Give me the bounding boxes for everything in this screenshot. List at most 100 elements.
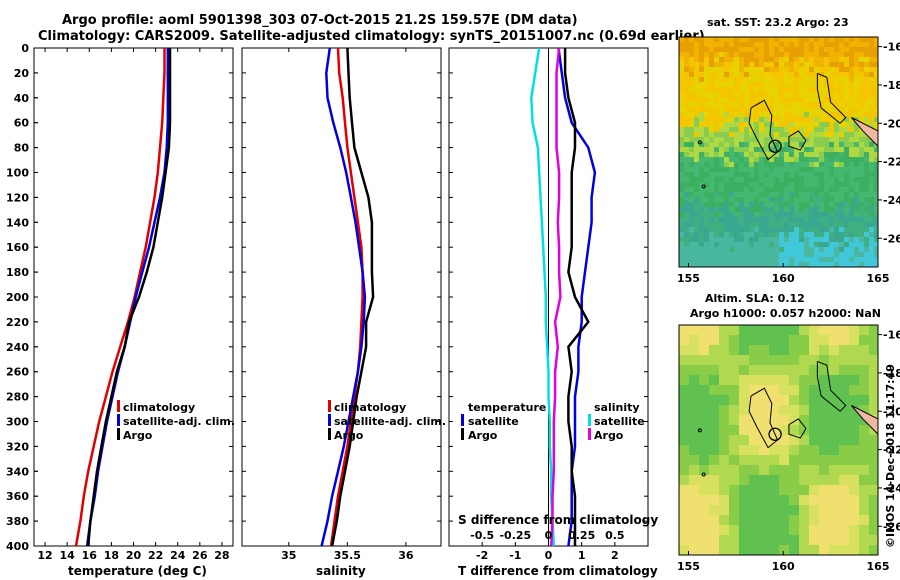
map-cell — [814, 117, 820, 123]
map-cell — [864, 107, 870, 113]
map-cell — [809, 355, 820, 366]
map-cell — [769, 465, 780, 476]
map-cell — [764, 147, 770, 153]
map-cell — [734, 217, 740, 223]
map-cell — [814, 127, 820, 133]
map-cell — [824, 222, 830, 228]
map-cell — [709, 252, 715, 258]
map-cell — [844, 262, 850, 267]
map-cell — [844, 117, 850, 123]
map-cell — [799, 172, 805, 178]
map-cell — [769, 395, 780, 406]
map-cell — [804, 207, 810, 213]
map-cell — [789, 77, 795, 83]
map-cell — [834, 222, 840, 228]
map-cell — [789, 395, 800, 406]
map-cell — [874, 227, 878, 233]
map-cell — [869, 47, 875, 53]
map-cell — [859, 47, 865, 53]
map-cell — [834, 202, 840, 208]
map-cell — [774, 52, 780, 58]
map-cell — [849, 197, 855, 203]
map-cell — [749, 355, 760, 366]
map-cell — [729, 257, 735, 263]
map-cell — [874, 207, 878, 213]
map-cell — [679, 47, 685, 53]
map-cell — [769, 242, 775, 248]
map-cell — [829, 62, 835, 68]
map-cell — [679, 132, 685, 138]
map-cell — [809, 325, 820, 336]
map-cell — [779, 157, 785, 163]
map-cell — [719, 102, 725, 108]
map-cell — [839, 385, 850, 396]
map-cell — [709, 57, 715, 63]
map-cell — [759, 495, 770, 506]
map-cell — [769, 345, 780, 356]
map-cell — [764, 207, 770, 213]
map-cell — [759, 82, 765, 88]
map-cell — [729, 217, 735, 223]
map-cell — [874, 202, 878, 208]
map-cell — [864, 232, 870, 238]
map-cell — [704, 137, 710, 143]
map-cell — [824, 87, 830, 93]
map-cell — [794, 47, 800, 53]
map-cell — [749, 87, 755, 93]
map-cell — [814, 122, 820, 128]
map-cell — [694, 137, 700, 143]
map-cell — [849, 57, 855, 63]
map-cell — [784, 252, 790, 258]
map-cell — [814, 82, 820, 88]
salinity-xlabel: salinity — [316, 564, 366, 578]
map-cell — [849, 237, 855, 243]
map-cell — [809, 82, 815, 88]
map-cell — [819, 192, 825, 198]
map-cell — [719, 232, 725, 238]
map-cell — [789, 247, 795, 253]
map-cell — [739, 455, 750, 466]
map-cell — [859, 232, 865, 238]
map-cell — [699, 227, 705, 233]
map-cell — [719, 455, 730, 466]
map-cell — [859, 202, 865, 208]
map-cell — [724, 127, 730, 133]
map-cell — [689, 465, 700, 476]
map-cell — [819, 62, 825, 68]
map-cell — [749, 107, 755, 113]
map-cell — [779, 535, 790, 546]
map-cell — [784, 147, 790, 153]
map-cell — [789, 112, 795, 118]
map-cell — [794, 207, 800, 213]
map-cell — [689, 355, 700, 366]
map-cell — [809, 37, 815, 43]
map-cell — [819, 385, 830, 396]
map-cell — [799, 112, 805, 118]
map-cell — [789, 197, 795, 203]
map-cell — [864, 227, 870, 233]
map-cell — [709, 535, 720, 546]
map-cell — [789, 545, 800, 555]
map-cell — [769, 152, 775, 158]
map-cell — [839, 345, 850, 356]
map-cell — [854, 202, 860, 208]
map-cell — [764, 172, 770, 178]
map-cell — [739, 92, 745, 98]
map-cell — [689, 485, 700, 496]
map-cell — [834, 212, 840, 218]
map-cell — [684, 47, 690, 53]
map-cell — [869, 187, 875, 193]
map-cell — [729, 192, 735, 198]
map-cell — [754, 257, 760, 263]
map-cell — [799, 545, 810, 555]
map-cell — [739, 227, 745, 233]
map-cell — [804, 62, 810, 68]
map-cell — [859, 142, 865, 148]
map-cell — [844, 237, 850, 243]
map-cell — [774, 262, 780, 267]
map-cell — [739, 197, 745, 203]
map-cell — [759, 167, 765, 173]
map-cell — [769, 162, 775, 168]
map-cell — [769, 192, 775, 198]
map-cell — [839, 475, 850, 486]
